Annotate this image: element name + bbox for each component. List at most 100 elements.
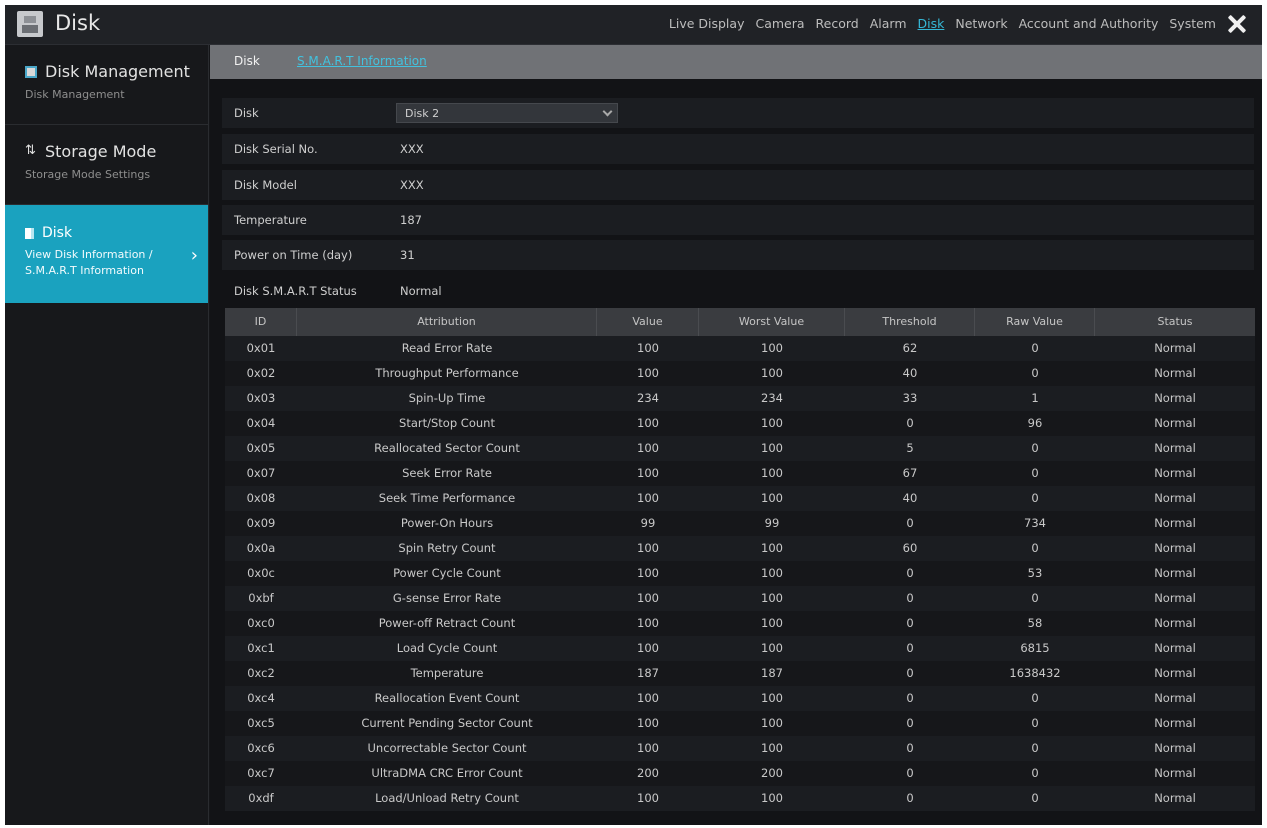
table-row[interactable]: 0x0a Spin Retry Count 100 100 60 0 Normal bbox=[225, 536, 1255, 561]
table-row[interactable]: 0xc2 Temperature 187 187 0 1638432 Normal bbox=[225, 661, 1255, 686]
power-on-time-value: 31 bbox=[400, 248, 415, 262]
cell-status: Normal bbox=[1154, 366, 1196, 380]
cell-raw-value: 6815 bbox=[1020, 641, 1050, 655]
temperature-label: Temperature bbox=[234, 213, 307, 227]
cell-attribution: Uncorrectable Sector Count bbox=[367, 741, 527, 755]
sidebar-item-storage-mode[interactable]: Storage Mode Storage Mode Settings bbox=[5, 125, 208, 205]
cell-status: Normal bbox=[1154, 716, 1196, 730]
col-header-value: Value bbox=[597, 308, 699, 336]
table-row[interactable]: 0x04 Start/Stop Count 100 100 0 96 Normal bbox=[225, 411, 1255, 436]
smart-status-row: Disk S.M.A.R.T Status Normal bbox=[222, 276, 1254, 306]
col-header-worst-value: Worst Value bbox=[699, 308, 845, 336]
nav-live-display[interactable]: Live Display bbox=[668, 16, 745, 31]
nav-record[interactable]: Record bbox=[815, 16, 859, 31]
table-row[interactable]: 0x07 Seek Error Rate 100 100 67 0 Normal bbox=[225, 461, 1255, 486]
nav-account-authority[interactable]: Account and Authority bbox=[1018, 16, 1159, 31]
smart-status-label: Disk S.M.A.R.T Status bbox=[234, 284, 357, 298]
cell-value: 100 bbox=[637, 591, 659, 605]
sidebar-item-disk-management[interactable]: Disk Management Disk Management bbox=[5, 45, 208, 125]
window-title: Disk bbox=[55, 11, 101, 35]
sidebar-item-disk[interactable]: Disk View Disk Information / S.M.A.R.T I… bbox=[5, 205, 208, 303]
smart-status-value: Normal bbox=[400, 284, 442, 298]
model-label: Disk Model bbox=[234, 178, 297, 192]
cell-worst-value: 100 bbox=[761, 741, 783, 755]
cell-worst-value: 100 bbox=[761, 341, 783, 355]
cell-threshold: 67 bbox=[902, 466, 918, 480]
cell-id: 0xc5 bbox=[247, 716, 275, 730]
cell-threshold: 0 bbox=[906, 666, 914, 680]
cell-threshold: 0 bbox=[906, 516, 914, 530]
cell-id: 0x09 bbox=[246, 516, 276, 530]
cell-id: 0x0a bbox=[246, 541, 276, 555]
cell-attribution: Power-On Hours bbox=[400, 516, 494, 530]
sidebar-item-subtitle: View Disk Information / S.M.A.R.T Inform… bbox=[25, 248, 153, 277]
cell-value: 100 bbox=[637, 416, 659, 430]
close-icon[interactable] bbox=[1224, 11, 1250, 37]
nav-system[interactable]: System bbox=[1169, 16, 1216, 31]
cell-threshold: 40 bbox=[902, 491, 918, 505]
cell-status: Normal bbox=[1154, 641, 1196, 655]
table-row[interactable]: 0xbf G-sense Error Rate 100 100 0 0 Normal bbox=[225, 586, 1255, 611]
table-row[interactable]: 0x05 Reallocated Sector Count 100 100 5 0 Norm… bbox=[225, 436, 1255, 461]
cell-status: Normal bbox=[1154, 791, 1196, 805]
table-row[interactable]: 0xc1 Load Cycle Count 100 100 0 6815 Normal bbox=[225, 636, 1255, 661]
disk-select-value: Disk 2 bbox=[405, 107, 440, 120]
cell-raw-value: 0 bbox=[1031, 591, 1039, 605]
cell-raw-value: 0 bbox=[1031, 716, 1039, 730]
cell-value: 100 bbox=[637, 541, 659, 555]
cell-status: Normal bbox=[1154, 466, 1196, 480]
disk-select[interactable]: Disk 2 bbox=[396, 103, 618, 123]
table-row[interactable]: 0x01 Read Error Rate 100 100 62 0 Normal bbox=[225, 336, 1255, 361]
table-row[interactable]: 0xdf Load/Unload Retry Count 100 100 0 0 Norma… bbox=[225, 786, 1255, 811]
cell-attribution: G-sense Error Rate bbox=[392, 591, 502, 605]
table-row[interactable]: 0x0c Power Cycle Count 100 100 0 53 Normal bbox=[225, 561, 1255, 586]
col-header-status: Status bbox=[1157, 315, 1193, 328]
cell-value: 100 bbox=[637, 466, 659, 480]
cell-raw-value: 96 bbox=[1027, 416, 1043, 430]
cell-worst-value: 100 bbox=[761, 566, 783, 580]
nav-alarm[interactable]: Alarm bbox=[869, 16, 907, 31]
table-row[interactable]: 0x09 Power-On Hours 99 99 0 734 Normal bbox=[225, 511, 1255, 536]
nav-disk[interactable]: Disk bbox=[917, 16, 945, 31]
cell-status: Normal bbox=[1154, 341, 1196, 355]
cell-raw-value: 0 bbox=[1031, 691, 1039, 705]
cell-worst-value: 187 bbox=[761, 666, 783, 680]
cell-status: Normal bbox=[1154, 666, 1196, 680]
table-row[interactable]: 0xc0 Power-off Retract Count 100 100 0 58 Norm… bbox=[225, 611, 1255, 636]
nav-camera[interactable]: Camera bbox=[755, 16, 805, 31]
cell-threshold: 0 bbox=[906, 791, 914, 805]
tab-disk[interactable]: Disk bbox=[234, 54, 260, 68]
cell-worst-value: 100 bbox=[761, 641, 783, 655]
tab-bar: Disk S.M.A.R.T Information bbox=[210, 45, 1262, 79]
cell-worst-value: 100 bbox=[761, 716, 783, 730]
table-row[interactable]: 0x08 Seek Time Performance 100 100 40 0 Normal bbox=[225, 486, 1255, 511]
cell-status: Normal bbox=[1154, 691, 1196, 705]
sidebar-item-subtitle: Disk Management bbox=[25, 88, 125, 101]
nav-network[interactable]: Network bbox=[955, 16, 1008, 31]
cell-threshold: 0 bbox=[906, 766, 914, 780]
cell-threshold: 0 bbox=[906, 716, 914, 730]
cell-worst-value: 100 bbox=[761, 541, 783, 555]
table-row[interactable]: 0xc5 Current Pending Sector Count 100 100 0 0… bbox=[225, 711, 1255, 736]
cell-worst-value: 99 bbox=[764, 516, 780, 530]
cell-id: 0x03 bbox=[246, 391, 276, 405]
cell-raw-value: 0 bbox=[1031, 341, 1039, 355]
cell-threshold: 62 bbox=[902, 341, 918, 355]
cell-value: 100 bbox=[637, 566, 659, 580]
tab-smart-information[interactable]: S.M.A.R.T Information bbox=[297, 54, 427, 68]
cell-id: 0xc6 bbox=[247, 741, 275, 755]
table-row[interactable]: 0x02 Throughput Performance 100 100 40 0 Norma… bbox=[225, 361, 1255, 386]
col-header-id: ID bbox=[225, 308, 297, 336]
cell-id: 0x02 bbox=[246, 366, 276, 380]
table-row[interactable]: 0xc4 Reallocation Event Count 100 100 0 0 Norm… bbox=[225, 686, 1255, 711]
table-row[interactable]: 0xc6 Uncorrectable Sector Count 100 100 0 0 No… bbox=[225, 736, 1255, 761]
serial-label: Disk Serial No. bbox=[234, 142, 318, 156]
cell-id: 0xc4 bbox=[247, 691, 275, 705]
cell-attribution: UltraDMA CRC Error Count bbox=[371, 766, 523, 780]
cell-status: Normal bbox=[1154, 541, 1196, 555]
table-row[interactable]: 0xc7 UltraDMA CRC Error Count 200 200 0 0 Norm… bbox=[225, 761, 1255, 786]
table-row[interactable]: 0x03 Spin-Up Time 234 234 33 1 Normal bbox=[225, 386, 1255, 411]
cell-worst-value: 100 bbox=[761, 791, 783, 805]
model-row: Disk Model XXX bbox=[222, 170, 1254, 200]
cell-threshold: 40 bbox=[902, 366, 918, 380]
